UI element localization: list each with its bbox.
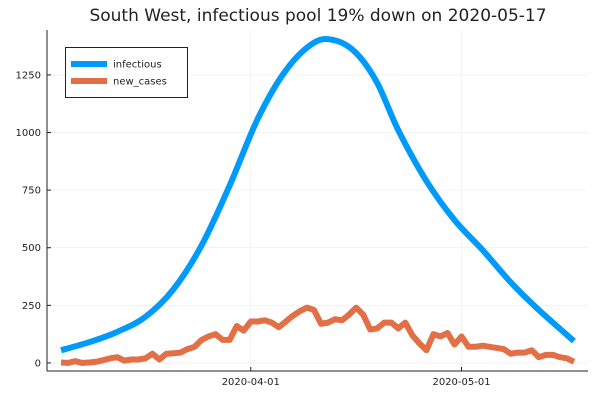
y-tick-label: 1000 <box>16 128 41 139</box>
y-tick-label: 500 <box>22 243 41 254</box>
x-tick-label: 2020-05-01 <box>432 377 490 388</box>
legend-label-new-cases: new_cases <box>113 77 167 88</box>
series-line-new-cases <box>60 304 576 366</box>
plot-area: 0 250 500 750 1000 1250 2020-04-01 2020-05-01 in… <box>16 30 588 388</box>
x-tick-label: 2020-04-01 <box>222 377 280 388</box>
legend: infectious new_cases <box>65 47 188 98</box>
legend-box <box>65 47 188 98</box>
y-tick-label: 0 <box>35 358 41 369</box>
y-tick-label: 250 <box>22 301 41 312</box>
legend-label-infectious: infectious <box>113 60 162 71</box>
y-tick-label: 750 <box>22 186 41 197</box>
chart-title: South West, infectious pool 19% down on … <box>89 6 546 26</box>
y-tick-label: 1250 <box>16 70 41 81</box>
series-line-infectious <box>60 36 576 354</box>
